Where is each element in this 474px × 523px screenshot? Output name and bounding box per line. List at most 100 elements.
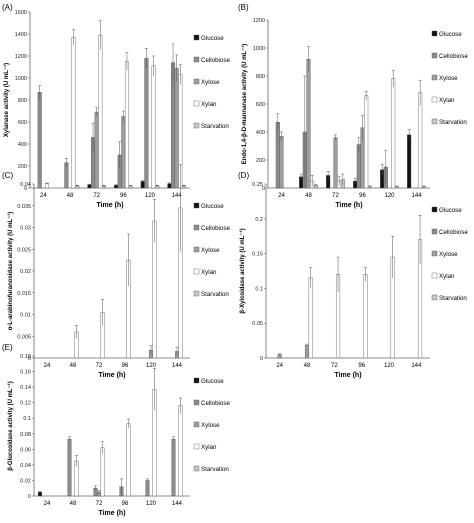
y-tick-label: 0.025 <box>17 247 31 253</box>
y-tick-label: 1600 <box>15 10 27 16</box>
bar-xylose-144 <box>174 67 179 189</box>
x-tick-label: 48 <box>304 363 311 369</box>
panel-label: (D) <box>238 171 249 180</box>
y-tick-label: 0.06 <box>20 447 31 453</box>
legend-label-starvation: Starvation <box>201 123 229 130</box>
legend-label-xylose: Xylose <box>201 247 220 254</box>
bar-xylan-24 <box>44 183 49 189</box>
legend-swatch-xylan <box>431 272 438 279</box>
bar-xylan-72 <box>100 447 105 497</box>
y-tick-label: 0.1 <box>23 416 31 422</box>
y-tick-label: 0.15 <box>252 252 263 258</box>
bar-xylose-72 <box>333 137 338 189</box>
x-tick-label: 48 <box>70 363 77 369</box>
y-tick-label: 0.02 <box>20 478 31 484</box>
y-tick-label: 1000 <box>253 46 265 52</box>
y-tick-label: 600 <box>256 102 265 108</box>
y-tick-label: 0.01 <box>20 313 31 319</box>
legend-label-xylan: Xylan <box>439 273 455 280</box>
y-tick-label: 1200 <box>15 54 27 60</box>
legend-swatch-cellobiose <box>193 224 200 231</box>
bar-xylan-120 <box>151 65 156 189</box>
y-tick-label: 0.02 <box>20 269 31 275</box>
x-tick-label: 144 <box>411 193 422 199</box>
bar-xylose-72 <box>94 111 99 189</box>
y-tick-label: 0 <box>28 494 31 500</box>
x-tick-label: 72 <box>93 193 100 199</box>
legend-label-xylan: Xylan <box>201 101 217 108</box>
y-tick-label: 600 <box>18 120 27 126</box>
legend-swatch-glucose <box>431 30 438 37</box>
x-axis-label: Time (h) <box>98 510 125 517</box>
bar-cellobiose-24 <box>37 92 42 189</box>
y-tick-label: 0.08 <box>20 432 31 438</box>
x-tick-label: 48 <box>67 193 74 199</box>
y-axis-label: Endo-1,4-β-D-mannanase activity (U mL⁻¹) <box>241 44 248 165</box>
legend-swatch-glucose <box>193 202 200 209</box>
bar-xylan-48 <box>308 277 313 359</box>
legend-swatch-starvation <box>193 290 200 297</box>
y-tick-label: 1200 <box>253 18 265 24</box>
x-tick-label: 96 <box>122 501 129 507</box>
y-tick-label: 0.25 <box>252 182 263 188</box>
legend-swatch-starvation <box>193 122 200 129</box>
legend-label-xylose: Xylose <box>201 79 220 86</box>
legend-swatch-starvation <box>431 294 438 301</box>
x-tick-label: 144 <box>411 363 422 369</box>
bar-xylan-72 <box>98 34 103 189</box>
legend-swatch-cellobiose <box>193 399 200 406</box>
legend-label-xylan: Xylan <box>201 269 217 276</box>
x-tick-label: 144 <box>172 193 183 199</box>
legend-label-glucose: Glucose <box>439 31 462 38</box>
legend-swatch-glucose <box>193 377 200 384</box>
legend-swatch-cellobiose <box>193 56 200 63</box>
y-tick-label: 0.14 <box>20 385 31 391</box>
y-tick-label: 800 <box>256 74 265 80</box>
legend-label-glucose: Glucose <box>201 203 224 210</box>
legend-label-cellobiose: Cellobiose <box>439 229 468 236</box>
x-tick-label: 96 <box>359 193 366 199</box>
y-tick-label: 0.2 <box>255 217 263 223</box>
x-tick-label: 48 <box>70 501 77 507</box>
x-tick-label: 120 <box>146 363 157 369</box>
y-axis-label: β-Glucosidase activity (U mL⁻¹) <box>7 381 14 471</box>
legend-swatch-cellobiose <box>431 52 438 59</box>
bar-xylan-120 <box>391 78 396 189</box>
panel-label: (E) <box>2 343 13 352</box>
y-tick-label: 400 <box>18 142 27 148</box>
y-tick-label: 0.005 <box>17 334 31 340</box>
y-axis-label: β-Xylosidase activity (U mL⁻¹) <box>239 228 246 313</box>
bar-cellobiose-144 <box>171 62 176 189</box>
legend-label-xylose: Xylose <box>201 422 220 429</box>
x-tick-label: 72 <box>96 363 103 369</box>
y-tick-label: 400 <box>256 130 265 136</box>
bar-xylose-24 <box>279 135 284 189</box>
y-tick-label: 0.04 <box>20 182 31 188</box>
legend-label-glucose: Glucose <box>201 35 224 42</box>
legend-swatch-cellobiose <box>431 228 438 235</box>
x-tick-label: 96 <box>358 363 365 369</box>
x-tick-label: 120 <box>145 193 156 199</box>
bar-xylan-96 <box>363 274 368 359</box>
bar-xylan-144 <box>178 405 183 497</box>
y-tick-label: 0 <box>260 356 263 362</box>
x-tick-label: 120 <box>146 501 157 507</box>
legend-label-xylan: Xylan <box>439 97 455 104</box>
x-tick-label: 48 <box>305 193 312 199</box>
y-tick-label: 0 <box>24 186 27 192</box>
chart-panel-4: (D) 0 0.05 0.1 0.15 0.2 0.25 β-Xylosidase activ… <box>238 171 468 379</box>
bar-glucose-120 <box>140 181 145 189</box>
y-tick-label: 0.05 <box>252 321 263 327</box>
x-tick-label: 144 <box>172 501 183 507</box>
legend-swatch-xylan <box>431 96 438 103</box>
legend-swatch-xylan <box>193 268 200 275</box>
y-tick-label: 0.04 <box>20 463 31 469</box>
x-tick-label: 24 <box>44 501 51 507</box>
legend-label-starvation: Starvation <box>201 291 229 298</box>
y-tick-label: 0.12 <box>20 401 31 407</box>
x-tick-label: 96 <box>120 193 127 199</box>
x-axis-label: Time (h) <box>98 372 125 379</box>
legend-label-starvation: Starvation <box>439 295 467 302</box>
legend-swatch-xylose <box>193 78 200 85</box>
